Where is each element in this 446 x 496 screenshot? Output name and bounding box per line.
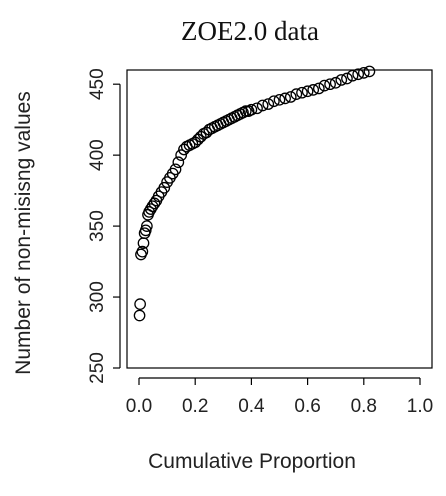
x-tick-label: 0.0 [126, 396, 152, 417]
x-tick-label: 0.6 [294, 396, 320, 417]
x-axis-label: Cumulative Proportion [148, 450, 356, 473]
y-tick-label: 450 [87, 68, 108, 100]
data-point [136, 245, 149, 258]
data-point [290, 88, 303, 100]
y-tick-label: 400 [87, 139, 108, 171]
data-point [134, 298, 146, 310]
y-ticks: 250 300 350 400 450 [87, 68, 120, 384]
y-tick-label: 250 [87, 352, 108, 384]
data-point [239, 105, 252, 118]
data-points [133, 65, 376, 322]
data-point [279, 92, 291, 105]
data-point [245, 103, 258, 116]
plot-frame [126, 69, 433, 369]
data-point [329, 76, 342, 89]
data-point [133, 309, 146, 322]
chart-title: ZOE2.0 data [181, 16, 319, 46]
x-tick-label: 1.0 [407, 396, 433, 417]
data-point [268, 95, 280, 108]
data-point [172, 156, 185, 169]
data-point [346, 69, 359, 82]
data-point [144, 203, 157, 215]
data-point [141, 220, 153, 232]
data-point [273, 93, 286, 106]
x-ticks: 0.0 0.2 0.4 0.6 0.8 1.0 [126, 378, 433, 417]
data-point [251, 102, 263, 115]
data-point [335, 74, 348, 86]
data-point [318, 79, 331, 92]
data-point [139, 224, 152, 237]
y-tick-label: 300 [87, 281, 108, 313]
y-axis-label: Number of non-misisng values [12, 91, 35, 375]
data-point [357, 66, 370, 79]
data-point [256, 99, 269, 112]
data-point [341, 72, 353, 85]
y-tick-label: 350 [87, 210, 108, 242]
data-point [307, 84, 320, 96]
data-point [324, 78, 336, 91]
data-point [284, 91, 297, 103]
data-point [143, 206, 155, 218]
data-point [158, 181, 171, 194]
data-point [169, 163, 182, 176]
x-tick-label: 0.2 [182, 396, 208, 417]
x-tick-label: 0.8 [351, 396, 377, 417]
x-tick-label: 0.4 [238, 396, 265, 417]
data-point [352, 68, 365, 81]
data-point [262, 98, 275, 110]
data-point [296, 86, 308, 99]
data-point [312, 82, 325, 95]
data-point [363, 65, 376, 78]
data-point [175, 149, 187, 161]
data-point [301, 85, 314, 98]
